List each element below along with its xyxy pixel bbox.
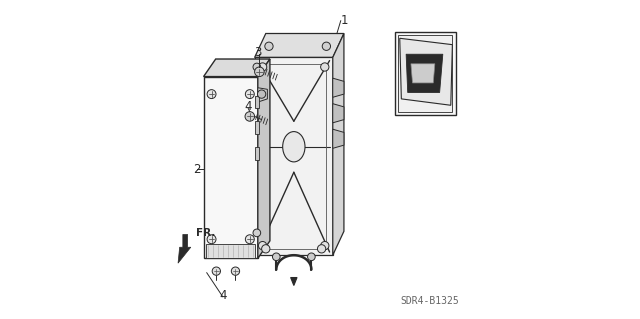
- Circle shape: [253, 229, 260, 237]
- Polygon shape: [333, 78, 344, 97]
- Circle shape: [259, 241, 267, 250]
- Text: SDR4-B1325: SDR4-B1325: [401, 296, 460, 307]
- Polygon shape: [333, 104, 344, 123]
- Circle shape: [253, 63, 260, 71]
- Circle shape: [212, 267, 220, 275]
- Polygon shape: [255, 121, 259, 134]
- Circle shape: [245, 90, 254, 99]
- Circle shape: [255, 67, 264, 77]
- Polygon shape: [204, 77, 258, 258]
- Text: 2: 2: [193, 163, 201, 175]
- Polygon shape: [255, 96, 259, 108]
- Polygon shape: [255, 147, 259, 160]
- Polygon shape: [178, 234, 191, 263]
- Polygon shape: [411, 64, 435, 83]
- Polygon shape: [398, 35, 452, 112]
- Circle shape: [322, 42, 330, 50]
- Polygon shape: [255, 57, 259, 77]
- Polygon shape: [400, 38, 452, 105]
- Polygon shape: [333, 129, 344, 148]
- Ellipse shape: [283, 131, 305, 162]
- Circle shape: [317, 245, 326, 253]
- Circle shape: [262, 245, 270, 253]
- Polygon shape: [291, 278, 297, 286]
- Text: 3: 3: [254, 46, 262, 59]
- Circle shape: [231, 267, 239, 275]
- Polygon shape: [406, 54, 443, 93]
- Circle shape: [245, 112, 255, 121]
- Polygon shape: [206, 244, 255, 258]
- Circle shape: [245, 235, 254, 244]
- Text: 4: 4: [244, 100, 252, 113]
- Polygon shape: [255, 57, 333, 255]
- Circle shape: [273, 253, 280, 261]
- Polygon shape: [255, 223, 259, 242]
- Polygon shape: [333, 33, 344, 255]
- Circle shape: [265, 42, 273, 50]
- Text: FR.: FR.: [196, 228, 215, 238]
- Polygon shape: [258, 88, 268, 102]
- Circle shape: [321, 241, 329, 250]
- Polygon shape: [255, 33, 344, 57]
- Circle shape: [207, 235, 216, 244]
- Text: 1: 1: [340, 14, 348, 27]
- Circle shape: [308, 253, 316, 261]
- Text: 4: 4: [219, 289, 227, 301]
- Polygon shape: [395, 32, 456, 115]
- Circle shape: [257, 90, 266, 98]
- Circle shape: [259, 63, 267, 71]
- Polygon shape: [258, 59, 270, 258]
- Polygon shape: [204, 59, 270, 77]
- Circle shape: [207, 90, 216, 99]
- Circle shape: [321, 63, 329, 71]
